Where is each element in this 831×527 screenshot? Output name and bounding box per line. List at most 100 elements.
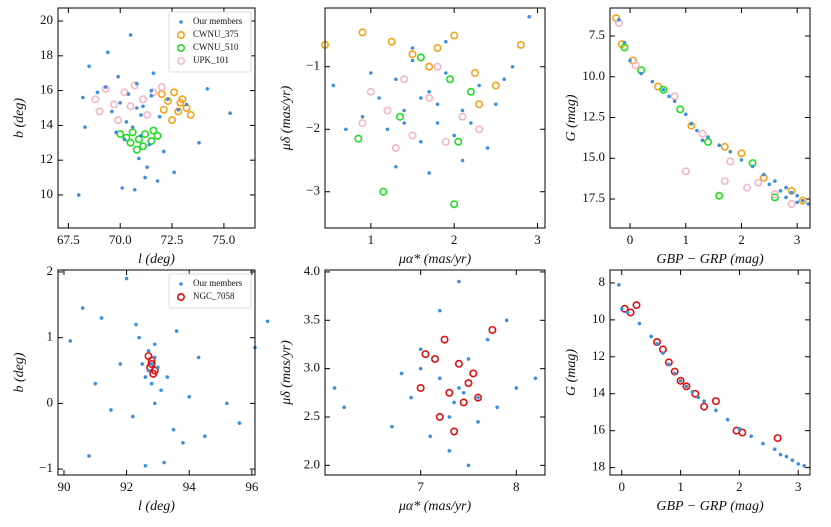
- point: [619, 306, 624, 311]
- y-axis-label: G (mag): [564, 94, 579, 141]
- y-tick-label: 3.0: [304, 360, 320, 375]
- x-tick-label: 0: [619, 479, 626, 494]
- point: [147, 142, 152, 147]
- point: [475, 125, 484, 134]
- y-tick-label: 12.5: [582, 108, 605, 123]
- point: [128, 128, 137, 137]
- point: [761, 172, 766, 177]
- panel: 0 1 2 3 7.5 10.0 12.5 15.0 17.5 GBP − GRP (mag) G …: [564, 7, 811, 267]
- point: [690, 390, 695, 394]
- point: [698, 129, 707, 138]
- x-axis-label: l (deg): [138, 499, 175, 514]
- point: [394, 164, 398, 169]
- point: [672, 99, 677, 104]
- y-tick-label: −1: [306, 58, 320, 73]
- point: [637, 321, 642, 326]
- point: [143, 175, 147, 180]
- axes-frame: [324, 269, 546, 476]
- point: [418, 366, 423, 371]
- point: [135, 81, 139, 86]
- point: [691, 389, 700, 398]
- point: [400, 75, 409, 84]
- point: [114, 130, 118, 135]
- y-tick-label: 10: [40, 186, 53, 201]
- point: [128, 33, 133, 37]
- legend-box: [168, 273, 252, 309]
- point: [332, 386, 337, 390]
- point: [427, 89, 431, 94]
- point: [696, 395, 701, 400]
- point: [470, 69, 479, 78]
- point: [228, 111, 232, 116]
- point: [684, 384, 689, 389]
- point: [130, 81, 139, 90]
- point: [149, 88, 154, 93]
- y-tick-label: 2.0: [304, 456, 320, 471]
- point: [139, 95, 148, 104]
- point: [784, 185, 788, 190]
- point: [649, 334, 653, 339]
- point: [676, 105, 685, 114]
- point: [445, 388, 454, 397]
- y-axis-label: b (deg): [12, 352, 27, 392]
- point: [152, 342, 157, 347]
- point: [369, 71, 373, 75]
- point: [795, 200, 799, 205]
- point: [141, 104, 145, 109]
- point: [171, 427, 176, 432]
- point: [661, 88, 666, 92]
- point: [155, 179, 160, 183]
- point: [761, 441, 765, 446]
- y-tick-label: 17.5: [582, 190, 605, 205]
- point: [778, 452, 783, 457]
- point: [435, 102, 440, 107]
- point: [704, 137, 713, 146]
- point: [795, 193, 799, 198]
- x-tick-label: 8: [513, 479, 520, 494]
- point: [425, 94, 434, 103]
- point: [402, 108, 406, 113]
- point: [120, 186, 125, 190]
- point: [87, 64, 91, 69]
- y-tick-label: 18: [40, 47, 53, 62]
- point: [408, 131, 417, 140]
- point: [83, 125, 87, 129]
- point: [683, 112, 688, 117]
- point: [440, 335, 449, 344]
- x-tick-label: 72.5: [161, 232, 184, 247]
- point: [770, 193, 779, 202]
- point: [739, 158, 744, 162]
- point: [494, 102, 498, 107]
- point: [725, 417, 730, 422]
- point: [711, 397, 720, 406]
- point: [170, 88, 179, 97]
- y-tick-label: 12: [592, 348, 605, 363]
- point: [152, 355, 157, 360]
- point: [452, 133, 456, 138]
- point: [118, 362, 123, 366]
- point: [790, 458, 795, 463]
- point: [650, 79, 655, 84]
- y-tick-label: 1: [47, 329, 54, 344]
- point: [360, 114, 365, 119]
- point: [141, 130, 150, 139]
- point: [156, 365, 160, 370]
- point: [149, 126, 158, 135]
- point: [789, 190, 794, 195]
- point: [798, 196, 807, 205]
- point: [510, 64, 515, 69]
- legend-label: NGC_7058: [193, 291, 235, 301]
- point: [427, 171, 431, 175]
- point: [743, 183, 752, 192]
- y-tick-label: 3.5: [304, 311, 320, 326]
- point: [157, 114, 162, 119]
- point: [416, 53, 425, 62]
- point: [700, 138, 705, 143]
- x-axis-label: GBP − GRP (mag): [656, 252, 764, 267]
- legend-box: [168, 11, 252, 73]
- point: [737, 427, 742, 431]
- point: [135, 106, 139, 110]
- point: [773, 434, 782, 443]
- point: [134, 322, 138, 327]
- point: [714, 408, 718, 413]
